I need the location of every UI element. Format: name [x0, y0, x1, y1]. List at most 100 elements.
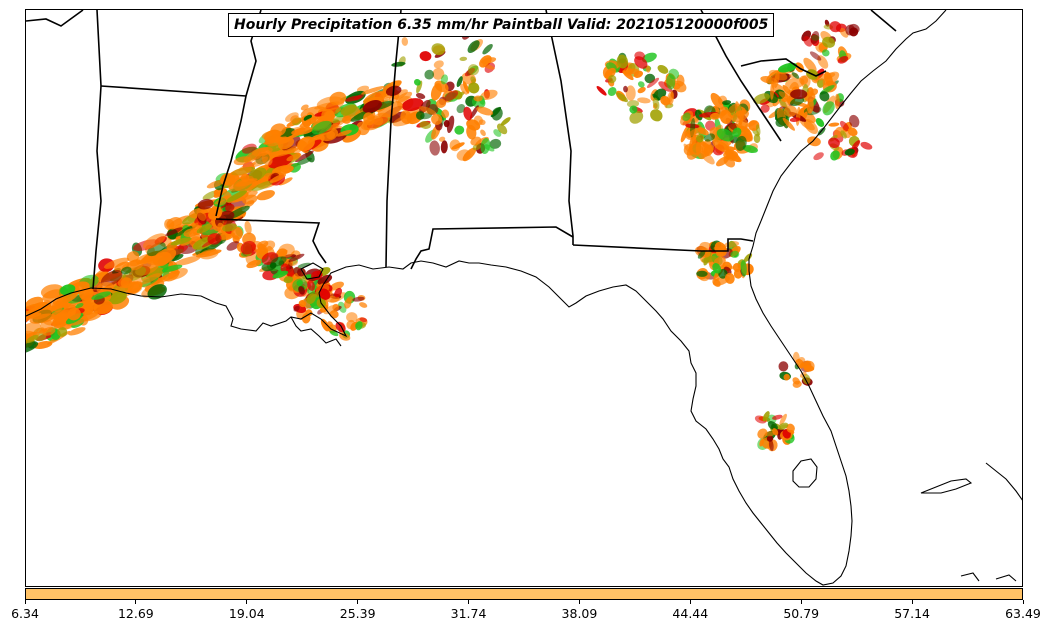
map-canvas — [26, 10, 1022, 586]
precip-blob — [276, 248, 288, 258]
colorbar-tick-label: 31.74 — [450, 606, 487, 621]
precip-blob — [268, 153, 294, 169]
precip-blob — [616, 92, 628, 103]
precip-blob — [694, 109, 703, 121]
precip-blob — [660, 95, 671, 106]
precip-blob — [240, 240, 256, 255]
map-title: Hourly Precipitation 6.35 mm/hr Paintbal… — [228, 13, 775, 37]
precip-blob — [283, 276, 294, 284]
precip-blob — [770, 80, 775, 100]
precip-blob — [724, 272, 735, 284]
precip-blob — [171, 253, 184, 262]
precip-blob — [767, 421, 778, 431]
precip-blob — [435, 98, 447, 108]
precip-blob — [482, 44, 493, 55]
precip-blob — [226, 190, 248, 203]
precip-blob — [744, 120, 758, 128]
bahamas-island-4 — [995, 574, 1017, 582]
precip-blob — [837, 55, 849, 64]
colorbar-tick-label: 57.14 — [894, 606, 931, 621]
precip-blob — [75, 302, 84, 309]
precip-blob — [704, 133, 715, 142]
precip-blob — [29, 313, 56, 324]
precip-blob — [68, 327, 86, 336]
precip-blob — [415, 111, 425, 120]
precip-blob — [196, 224, 213, 234]
colorbar-tick — [689, 600, 691, 604]
precip-blob — [828, 122, 840, 127]
precip-blob — [272, 147, 299, 158]
precip-blob — [142, 233, 166, 249]
precip-blob — [732, 263, 742, 272]
precip-blob — [616, 54, 629, 69]
precip-blob — [637, 81, 645, 88]
precip-blob — [303, 114, 313, 121]
precip-blob — [840, 130, 847, 139]
precip-blob — [637, 86, 646, 94]
precip-blob — [170, 237, 192, 246]
precip-blob — [346, 312, 358, 323]
precip-blob — [709, 112, 721, 120]
colorbar-tick — [468, 600, 470, 604]
precip-blob — [482, 63, 495, 70]
precip-blob — [834, 93, 840, 110]
precip-blob — [625, 85, 636, 101]
precip-blob — [243, 147, 267, 163]
precip-blob — [815, 118, 825, 127]
precip-blob — [298, 300, 307, 308]
precip-blob — [800, 75, 811, 89]
precip-blob — [703, 144, 715, 155]
precip-blob — [732, 127, 742, 138]
colorbar-tick-label: 50.79 — [783, 606, 820, 621]
precip-blob — [231, 226, 243, 240]
mississippi-delta — [290, 316, 342, 347]
precip-blob — [290, 115, 300, 124]
precip-blob — [778, 62, 798, 73]
precip-blob — [844, 148, 855, 156]
precip-blob — [682, 112, 691, 122]
precip-blob — [634, 56, 648, 69]
precip-blob — [288, 253, 305, 262]
precip-blob — [270, 256, 287, 267]
precip-blob — [278, 177, 293, 186]
colorbar-tick — [135, 600, 137, 604]
precip-blob — [607, 74, 617, 84]
precip-blob — [126, 251, 140, 263]
precip-blob — [783, 373, 790, 381]
precip-blob — [466, 119, 481, 131]
precip-blob — [336, 130, 352, 137]
precip-blob — [809, 51, 822, 61]
precip-blob — [311, 120, 332, 135]
precip-blob — [645, 65, 651, 73]
precip-blob — [198, 220, 205, 226]
precip-blob — [813, 152, 824, 161]
precip-blob — [828, 137, 840, 149]
precip-blob — [657, 64, 669, 74]
precip-blob — [822, 49, 830, 57]
precip-blob — [641, 52, 657, 63]
precip-blob — [359, 317, 368, 323]
precip-blob — [256, 240, 269, 249]
precip-blob — [225, 203, 235, 212]
precip-blob — [470, 76, 476, 83]
colorbar-tick — [800, 600, 802, 604]
colorbar-tick — [578, 600, 580, 604]
precip-blob — [629, 105, 638, 114]
precip-blob — [735, 101, 742, 120]
gulf-coastline — [26, 220, 853, 586]
precip-blob — [323, 107, 341, 117]
precip-blob — [307, 280, 315, 291]
coastlines — [26, 10, 1022, 586]
precip-blob — [779, 413, 787, 426]
precip-blob — [742, 144, 758, 154]
precip-blob — [830, 150, 840, 161]
precip-blob — [810, 31, 820, 44]
precip-blob — [819, 91, 830, 102]
precip-blob — [334, 287, 343, 298]
precip-blob — [730, 250, 740, 259]
precip-blob — [456, 104, 466, 114]
precip-blob — [286, 153, 302, 162]
precip-blob — [146, 242, 166, 257]
precip-blob — [686, 142, 702, 160]
